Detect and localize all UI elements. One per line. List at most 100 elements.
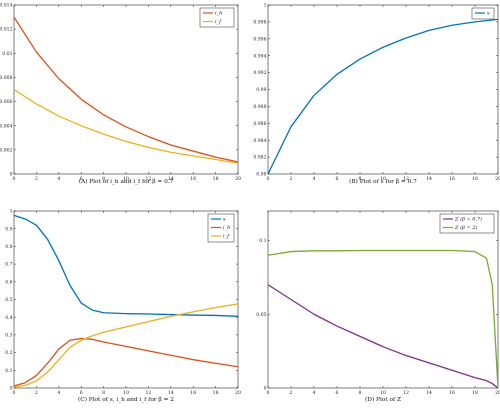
x-tick-label: 0 [267, 176, 270, 182]
x-tick-label: 4 [313, 390, 316, 396]
x-tick-label: 6 [336, 176, 339, 182]
x-tick-label: 16 [190, 176, 196, 182]
y-tick-label: 0.992 [253, 70, 266, 76]
y-tick-label: 0.006 [0, 99, 13, 105]
y-tick-label: 0.01 [2, 51, 12, 57]
x-tick-label: 10 [123, 176, 129, 182]
y-tick-label: 0.998 [253, 20, 266, 26]
y-tick-label: 0.988 [253, 104, 266, 110]
x-tick-label: 8 [102, 176, 105, 182]
y-tick-label: 0.002 [0, 147, 13, 153]
x-tick-label: 16 [449, 390, 455, 396]
x-tick-label: 6 [80, 390, 83, 396]
legend-entry: i_f [215, 19, 222, 25]
x-tick-label: 0 [267, 390, 270, 396]
y-tick-label: 1 [264, 3, 267, 9]
x-tick-label: 14 [168, 390, 174, 396]
panel-caption: (D) Plot of Z [365, 396, 401, 403]
y-tick-label: 0.05 [256, 312, 266, 318]
y-tick-label: 0.9 [5, 226, 12, 232]
legend-entry: i_h [215, 11, 222, 17]
y-tick-label: 0.012 [0, 27, 13, 33]
series-line-2 [267, 249, 499, 389]
x-tick-label: 2 [290, 176, 293, 182]
y-tick-label: 0.982 [253, 155, 266, 161]
series-line-1 [267, 284, 499, 389]
x-tick-label: 20 [495, 176, 500, 182]
x-tick-label: 4 [57, 176, 60, 182]
y-tick-label: 0.7 [5, 262, 12, 268]
y-tick-label: 0.6 [5, 279, 12, 285]
y-tick-label: 0 [10, 172, 13, 178]
x-tick-label: 18 [213, 390, 219, 396]
plot-area [267, 4, 499, 175]
legend-entry: s [223, 217, 226, 223]
x-tick-label: 16 [449, 176, 455, 182]
x-tick-label: 4 [57, 390, 60, 396]
x-tick-label: 14 [168, 176, 174, 182]
x-tick-label: 2 [35, 176, 38, 182]
x-tick-label: 18 [472, 390, 478, 396]
x-tick-label: 12 [403, 390, 409, 396]
x-tick-label: 8 [102, 390, 105, 396]
series-line-2 [13, 88, 239, 164]
y-tick-label: 0.986 [253, 121, 266, 127]
y-tick-label: 0.984 [253, 138, 266, 144]
series-line-1 [267, 18, 499, 175]
chart-panel-4: 0 2 4 6 8 10 12 14 16 18 20 0 0.05 0.1 Z (β = 0.7)Z (β… [256, 210, 500, 403]
x-tick-label: 10 [380, 176, 386, 182]
series-line-1 [13, 214, 239, 317]
x-tick-label: 20 [235, 390, 241, 396]
x-tick-label: 2 [290, 390, 293, 396]
x-tick-label: 12 [403, 176, 409, 182]
x-tick-label: 0 [13, 390, 16, 396]
y-tick-label: 0.5 [5, 297, 12, 303]
y-tick-label: 0.014 [0, 3, 13, 9]
x-tick-label: 0 [13, 176, 16, 182]
legend-entry: i_h [223, 225, 230, 231]
y-tick-label: 0.4 [5, 315, 12, 321]
chart-panel-3: 0 2 4 6 8 10 12 14 16 18 20 0 0.1 0.2 0.3 0.4 0.5 0.6 0.7 0… [5, 209, 241, 403]
x-tick-label: 18 [213, 176, 219, 182]
x-tick-label: 16 [190, 390, 196, 396]
legend-entry: Z (β = 0.7) [454, 216, 482, 223]
y-tick-label: 0 [10, 386, 13, 392]
y-tick-label: 1 [10, 209, 13, 215]
x-tick-label: 10 [123, 390, 129, 396]
y-tick-label: 0 [264, 386, 267, 392]
x-tick-label: 12 [145, 390, 151, 396]
x-tick-label: 2 [35, 390, 38, 396]
y-tick-label: 0.1 [5, 368, 12, 374]
x-tick-label: 6 [336, 390, 339, 396]
y-tick-label: 0.994 [253, 53, 266, 59]
x-tick-label: 14 [426, 390, 432, 396]
chart-panel-1: 0 2 4 6 8 10 12 14 16 18 20 0 0.002 0.004 0.006 0.008 0.… [0, 3, 241, 185]
x-tick-label: 14 [426, 176, 432, 182]
y-tick-label: 0.98 [256, 172, 266, 178]
legend-box [439, 213, 495, 234]
x-tick-label: 8 [359, 390, 362, 396]
panel-caption: (A) Plot of i_h and i_f for β = 0.7 [79, 178, 174, 185]
plot-area [13, 4, 239, 175]
panel-caption: (C) Plot of s, i_h and i_f for β = 2 [78, 396, 174, 403]
series-line-1 [13, 16, 239, 163]
y-tick-label: 0.99 [256, 87, 266, 93]
x-tick-label: 18 [472, 176, 478, 182]
y-tick-label: 0.008 [0, 75, 13, 81]
chart-panel-2: 0 2 4 6 8 10 12 14 16 18 20 0.98 0.982 0.984 0.986 0.98… [253, 3, 500, 185]
x-tick-label: 20 [495, 390, 500, 396]
legend-entry: s [487, 11, 490, 17]
x-tick-label: 8 [359, 176, 362, 182]
legend-entry: Z (β = 2) [454, 224, 477, 231]
y-tick-label: 0.3 [5, 333, 12, 339]
y-tick-label: 0.2 [5, 350, 12, 356]
y-tick-label: 0.8 [5, 244, 12, 250]
plot-area [267, 210, 499, 389]
x-tick-label: 12 [145, 176, 151, 182]
y-tick-label: 0.996 [253, 36, 266, 42]
x-tick-label: 20 [235, 176, 241, 182]
series-line-3 [13, 303, 239, 388]
series-line-2 [13, 337, 239, 387]
x-tick-label: 10 [380, 390, 386, 396]
